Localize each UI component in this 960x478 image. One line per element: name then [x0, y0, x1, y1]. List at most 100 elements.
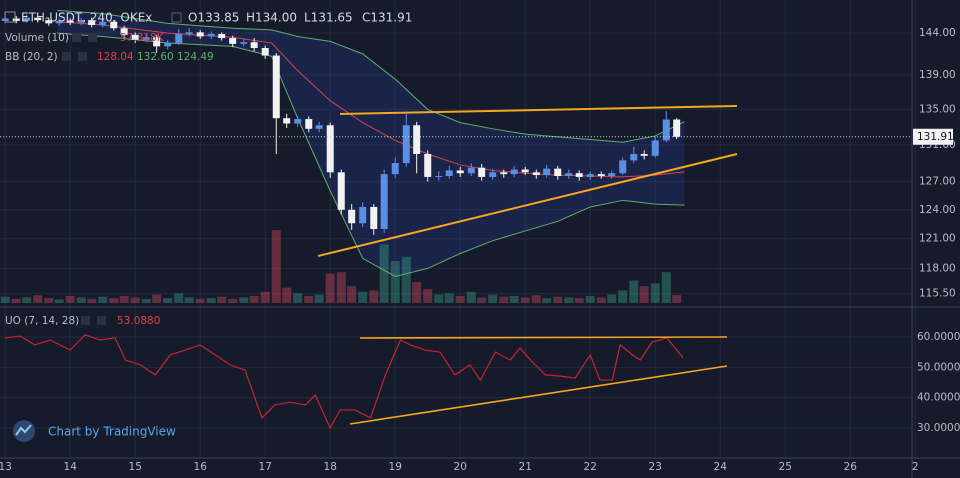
candle-body: [240, 42, 248, 44]
settings-icon[interactable]: [171, 12, 182, 23]
candle-body: [120, 28, 128, 35]
candle-body: [305, 119, 313, 129]
volume-bar: [130, 297, 140, 303]
last-price-label: 131.91: [917, 131, 954, 143]
bb-basis-value: 128.04: [97, 51, 134, 63]
y-tick-label: 127.00: [919, 176, 956, 188]
close-label: C131.91: [362, 11, 412, 25]
candle-body: [662, 119, 670, 141]
volume-bar: [249, 296, 259, 303]
volume-bar: [217, 296, 227, 303]
open-label: O133.85: [188, 11, 239, 25]
symbol-title: ETH-USDT, 240, OKEx: [21, 11, 152, 25]
volume-bar: [293, 293, 303, 303]
candle-body: [500, 172, 508, 175]
volume-bar: [282, 287, 292, 303]
volume-bar: [119, 296, 129, 303]
volume-bar: [618, 290, 628, 303]
volume-bar: [44, 298, 54, 303]
volume-bar: [347, 286, 357, 303]
settings-icon[interactable]: [81, 316, 90, 325]
bb-line: [57, 9, 685, 143]
volume-bar: [390, 261, 400, 303]
y-tick-label: 139.00: [919, 69, 956, 81]
candle-body: [402, 125, 410, 164]
candle-body: [554, 168, 562, 177]
bb-upper-value: 132.60: [137, 51, 174, 63]
close-icon[interactable]: [88, 33, 97, 42]
watermark[interactable]: Chart by TradingView: [48, 425, 176, 439]
candle-body: [565, 173, 573, 177]
candle-body: [196, 32, 204, 37]
candle-body: [218, 33, 226, 39]
close-icon[interactable]: [78, 52, 87, 61]
candle-body: [12, 18, 20, 21]
candle-body: [229, 38, 237, 44]
volume-bar: [325, 273, 335, 303]
uo-tick-label: 40.0000: [917, 392, 960, 404]
volume-bar: [314, 294, 324, 303]
volume-bar: [141, 298, 151, 303]
volume-bar: [650, 283, 660, 303]
volume-bar: [379, 244, 389, 303]
settings-icon[interactable]: [72, 33, 81, 42]
x-tick-label: 25: [779, 461, 792, 473]
candle-body: [207, 33, 215, 37]
uo-line: [5, 334, 684, 430]
volume-bar: [239, 297, 249, 303]
candle-body: [597, 174, 605, 177]
x-tick-label: 21: [519, 461, 532, 473]
candle-body: [99, 21, 107, 25]
candle-body: [380, 174, 388, 230]
close-icon[interactable]: [97, 316, 106, 325]
volume-bar: [629, 280, 639, 303]
candle-body: [640, 153, 648, 156]
collapse-button[interactable]: [4, 11, 16, 23]
candle-body: [45, 20, 53, 24]
x-tick-label: 22: [584, 461, 597, 473]
candle-body: [153, 37, 161, 47]
volume-bar: [444, 293, 454, 303]
candle-body: [630, 153, 638, 161]
tradingview-logo-mark: [15, 424, 32, 436]
volume-bar: [520, 297, 530, 303]
settings-icon[interactable]: [62, 52, 71, 61]
candle-body: [283, 118, 291, 124]
volume-bar: [271, 230, 281, 303]
volume-bar: [455, 296, 465, 303]
volume-bar: [76, 297, 86, 303]
trend-line: [317, 153, 738, 257]
uo-tick-label: 60.0000: [917, 331, 960, 343]
bb-fill: [57, 10, 685, 277]
candle-body: [673, 119, 681, 137]
x-tick-label: 26: [844, 461, 858, 473]
candle-body: [391, 163, 399, 175]
candle-body: [510, 169, 518, 175]
volume-bar: [488, 294, 498, 303]
x-tick-label: 14: [64, 461, 78, 473]
volume-bar: [163, 298, 173, 303]
trend-line: [349, 365, 728, 425]
x-tick-label: 23: [649, 461, 662, 473]
y-tick-label: 124.00: [919, 204, 956, 216]
bb-lower-value: 124.49: [177, 51, 214, 63]
volume-bar: [509, 296, 519, 303]
candle-body: [619, 160, 627, 174]
candle-body: [575, 173, 583, 177]
x-tick-label: 16: [194, 461, 208, 473]
uo-legend: UO (7, 14, 28): [5, 315, 79, 327]
candle-body: [532, 172, 540, 176]
candle-body: [456, 170, 464, 174]
candle-body: [185, 32, 193, 34]
volume-bar: [477, 297, 487, 303]
candle-body: [164, 43, 172, 47]
trend-line: [339, 105, 738, 115]
uo-value: 53.0880: [117, 315, 160, 327]
candle-body: [23, 17, 31, 21]
volume-bar: [0, 296, 10, 303]
candle-body: [543, 168, 551, 176]
volume-bar: [195, 298, 205, 303]
volume-bar: [22, 297, 32, 303]
volume-bar: [564, 297, 574, 303]
